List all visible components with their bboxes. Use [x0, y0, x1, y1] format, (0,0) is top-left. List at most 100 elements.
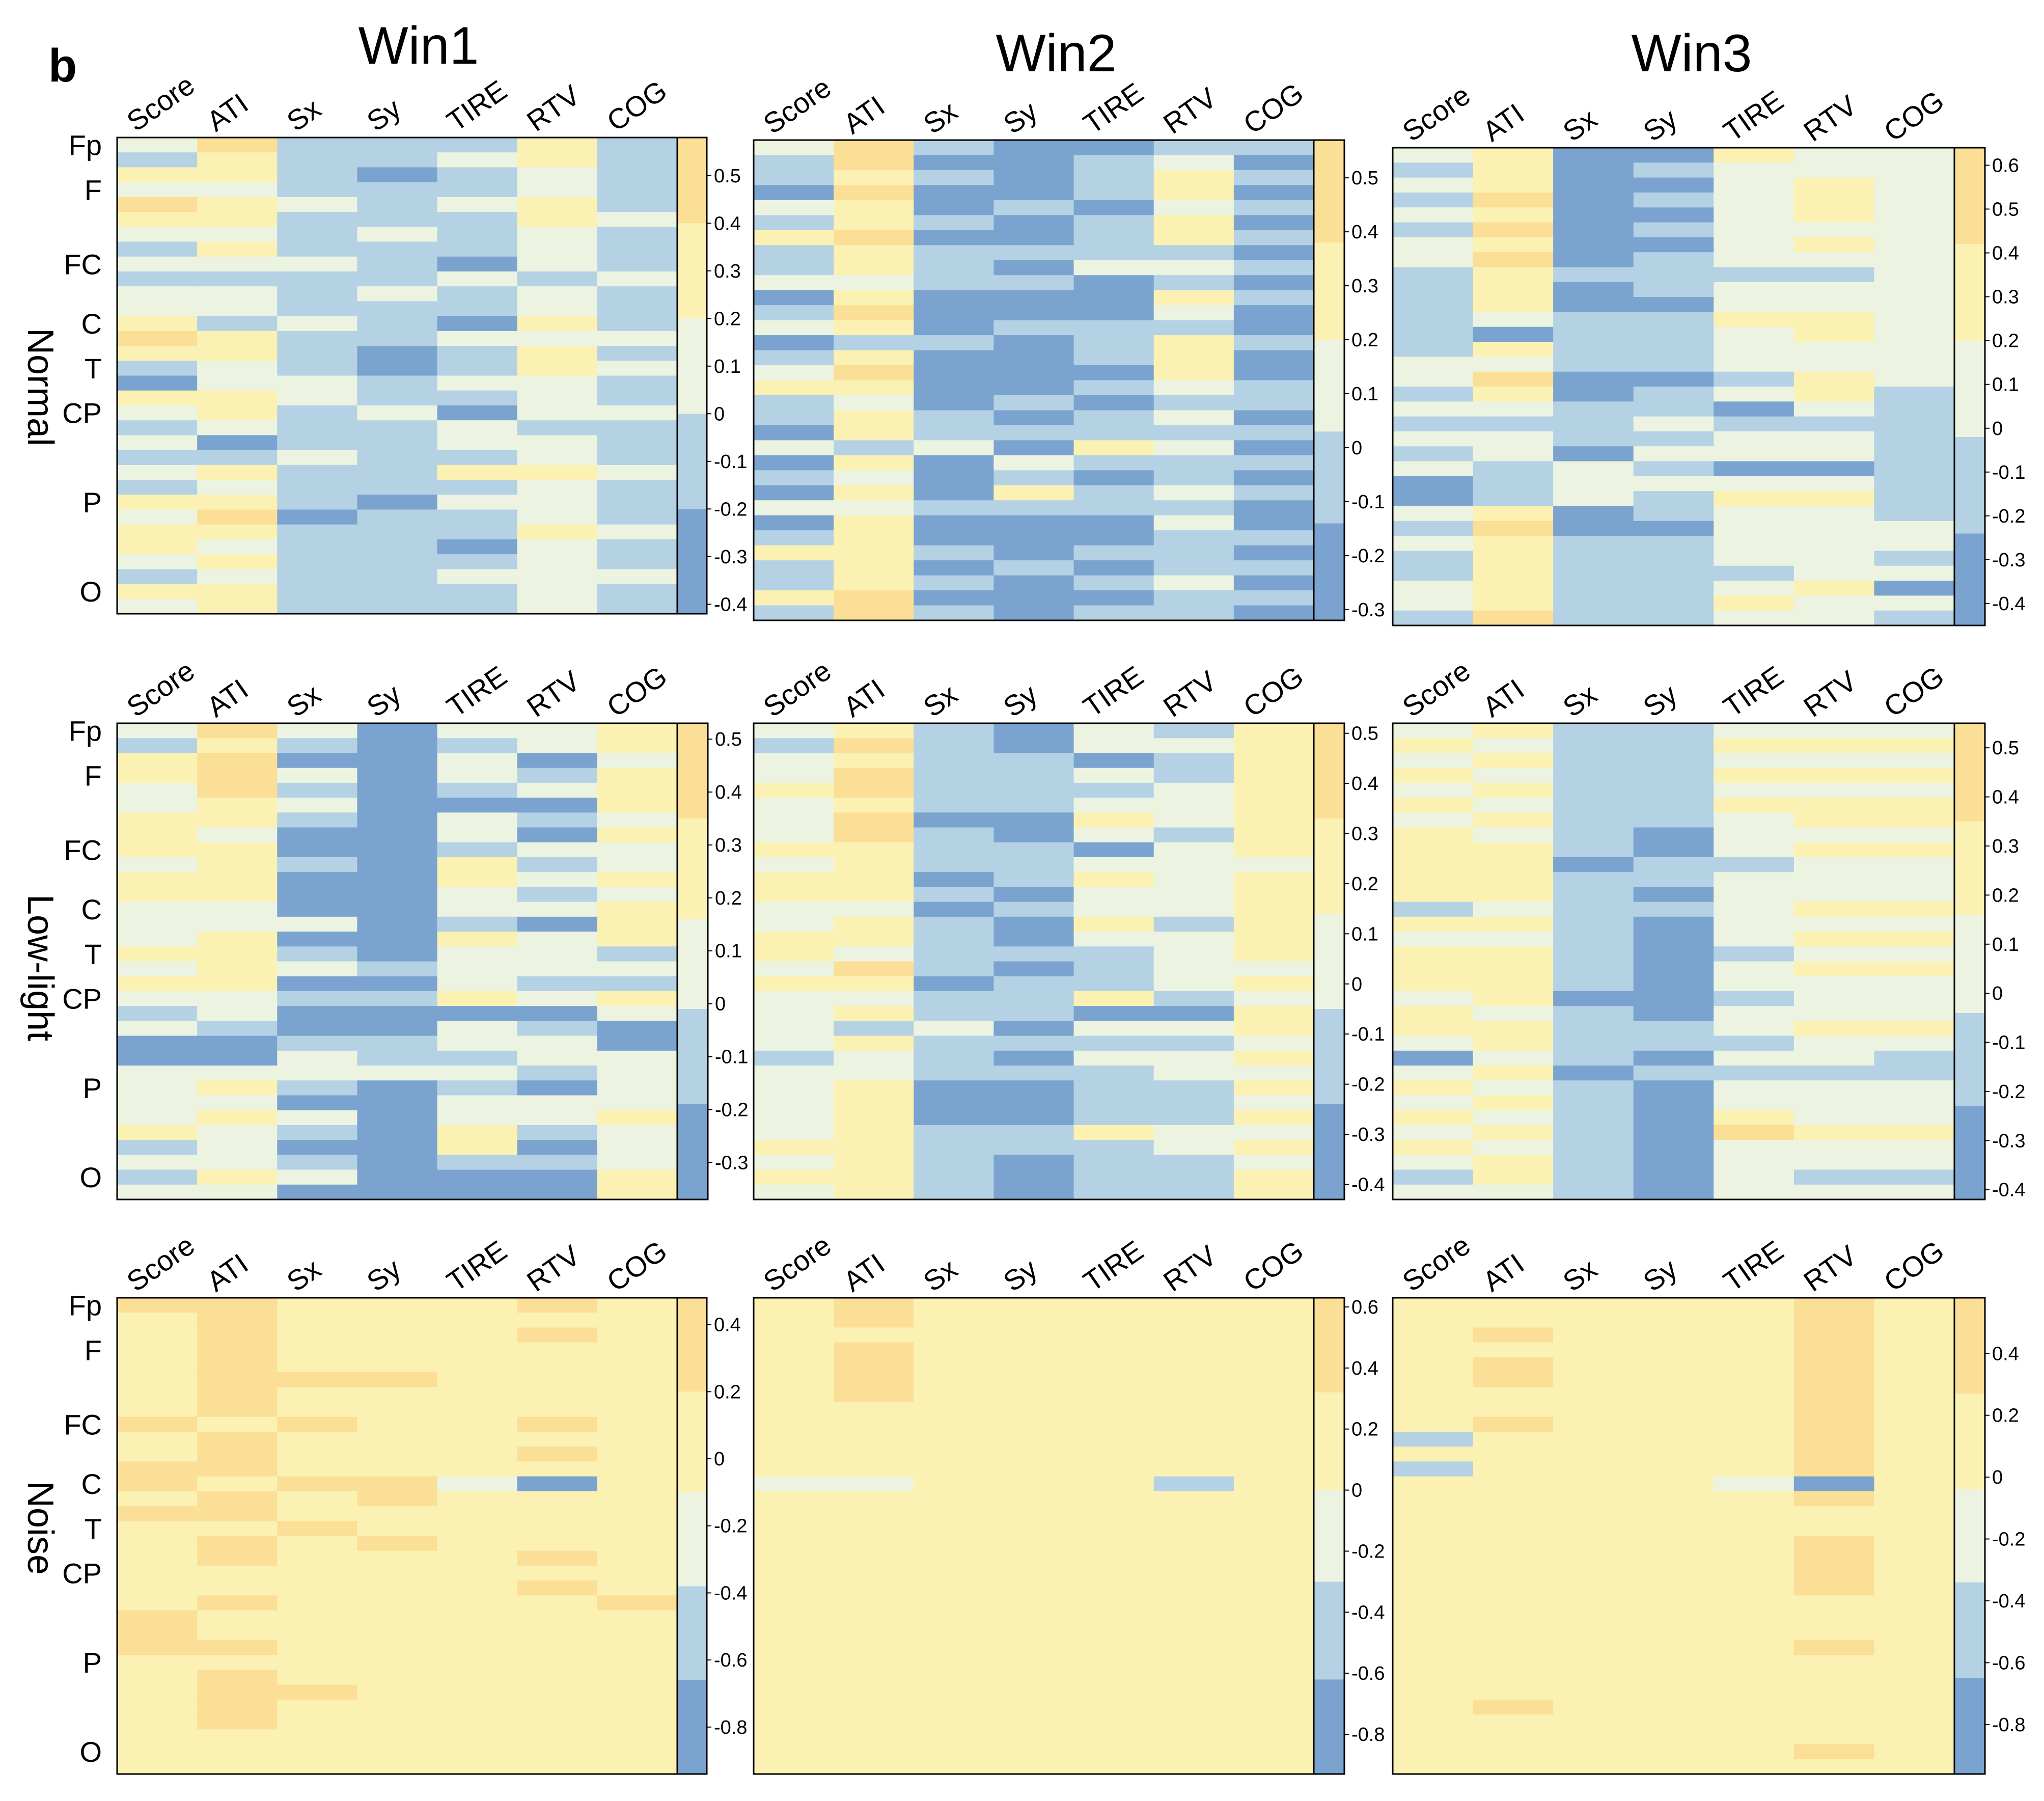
colorbar-tick-label: -0.2	[1992, 1529, 2025, 1550]
heatmap-cell	[597, 857, 678, 872]
heatmap-cell	[277, 1625, 358, 1641]
heatmap-cell	[1553, 1447, 1634, 1462]
heatmap-cell	[517, 842, 598, 858]
heatmap-cell	[597, 1744, 678, 1760]
heatmap-cell	[277, 1066, 358, 1081]
heatmap-cell	[1874, 782, 1955, 798]
heatmap-cell	[1633, 312, 1714, 328]
heatmap-cell	[357, 495, 438, 510]
heatmap-cell	[1633, 812, 1714, 828]
colorbar-tick-label: 0.4	[1992, 243, 2019, 264]
heatmap-cell	[754, 1670, 834, 1685]
colorbar-band	[677, 1586, 707, 1680]
heatmap-cell	[754, 1050, 834, 1066]
heatmap-cell	[993, 140, 1074, 156]
heatmap-cell	[1233, 350, 1314, 366]
heatmap-cell	[754, 1744, 834, 1760]
heatmap-cell	[517, 1342, 598, 1358]
heatmap-cell	[1553, 461, 1634, 477]
heatmap-cell	[914, 946, 995, 962]
heatmap-cell	[1633, 476, 1714, 492]
colorbar-tick-label: -0.6	[714, 1650, 747, 1671]
heatmap-cell	[754, 1342, 834, 1358]
heatmap-cell	[597, 902, 678, 917]
heatmap-cell	[1714, 1431, 1794, 1447]
heatmap-cell	[1553, 551, 1634, 566]
heatmap-cell	[1874, 491, 1955, 507]
heatmap-cell	[834, 290, 914, 306]
heatmap-cell	[117, 991, 198, 1006]
heatmap-cell	[517, 539, 598, 555]
heatmap-cell	[1073, 275, 1154, 291]
heatmap-cell	[1793, 1080, 1875, 1096]
heatmap-cell	[1874, 1155, 1955, 1170]
heatmap-cell	[1553, 446, 1634, 462]
heatmap-cell	[1393, 387, 1474, 402]
heatmap-cell	[437, 212, 518, 227]
heatmap-cell	[1553, 723, 1634, 739]
heatmap-cell	[1073, 1595, 1154, 1611]
heatmap-cell	[1793, 177, 1875, 193]
heatmap-cell	[1473, 782, 1554, 798]
heatmap-cell	[1874, 1402, 1955, 1417]
heatmap-cell	[197, 782, 278, 798]
heatmap-cell	[834, 1729, 914, 1745]
heatmap-cell	[914, 1066, 995, 1081]
heatmap-cell	[1073, 200, 1154, 215]
heatmap-cell	[1393, 491, 1474, 507]
heatmap-cell	[993, 1744, 1074, 1760]
heatmap-cell	[277, 465, 358, 480]
heatmap-cell	[1714, 1313, 1794, 1328]
heatmap-cell	[1233, 812, 1314, 828]
heatmap-cell	[437, 465, 518, 480]
heatmap-cell	[1073, 1169, 1154, 1185]
heatmap-cell	[1153, 560, 1234, 576]
heatmap-cell	[1473, 237, 1554, 253]
heatmap-cell	[437, 1125, 518, 1140]
heatmap-cell	[914, 185, 995, 201]
heatmap-cell	[517, 375, 598, 391]
heatmap-cell	[1073, 1110, 1154, 1126]
heatmap-cell	[1153, 857, 1234, 872]
heatmap-cell	[437, 1565, 518, 1581]
heatmap-cell	[437, 738, 518, 754]
heatmap-cell	[1393, 1066, 1474, 1081]
heatmap-cell	[1073, 1184, 1154, 1200]
heatmap-cell	[1233, 320, 1314, 336]
colorbar-band	[677, 318, 707, 414]
heatmap-cell	[754, 485, 834, 501]
colorbar-tick-label: 0	[714, 1449, 725, 1470]
heatmap-cell	[277, 1476, 358, 1492]
heatmap-cell	[1393, 1298, 1474, 1313]
heatmap-cell	[993, 1506, 1074, 1521]
heatmap-cell	[1553, 387, 1634, 402]
heatmap-cell	[754, 1714, 834, 1730]
heatmap-cell	[1393, 207, 1474, 223]
heatmap-cell	[197, 1006, 278, 1021]
heatmap-cell	[1553, 192, 1634, 208]
heatmap-cell	[517, 1035, 598, 1051]
heatmap-cell	[117, 152, 198, 168]
heatmap-cell	[914, 155, 995, 171]
heatmap-cell	[1473, 148, 1554, 163]
heatmap-cell	[517, 301, 598, 317]
heatmap-cell	[1473, 916, 1554, 932]
heatmap-cell	[1633, 177, 1714, 193]
heatmap-cell	[754, 155, 834, 171]
heatmap-cell	[357, 1021, 438, 1036]
heatmap-cell	[1233, 902, 1314, 917]
colorbar-tick-label: 0.3	[1992, 287, 2019, 308]
heatmap-cell	[834, 1080, 914, 1096]
heatmap-cell	[357, 1521, 438, 1537]
colorbar-tick-label: 0.2	[1992, 331, 2019, 352]
heatmap-cell	[1153, 140, 1234, 156]
heatmap-cell	[1073, 1095, 1154, 1111]
colorbar-tick-label: 0.3	[1992, 836, 2019, 857]
heatmap-cell	[197, 435, 278, 451]
heatmap-cell	[1633, 1125, 1714, 1140]
heatmap-cell	[437, 167, 518, 183]
heatmap-cell	[197, 1506, 278, 1521]
heatmap-cell	[277, 798, 358, 813]
x-tick-label: ATI	[837, 673, 890, 723]
